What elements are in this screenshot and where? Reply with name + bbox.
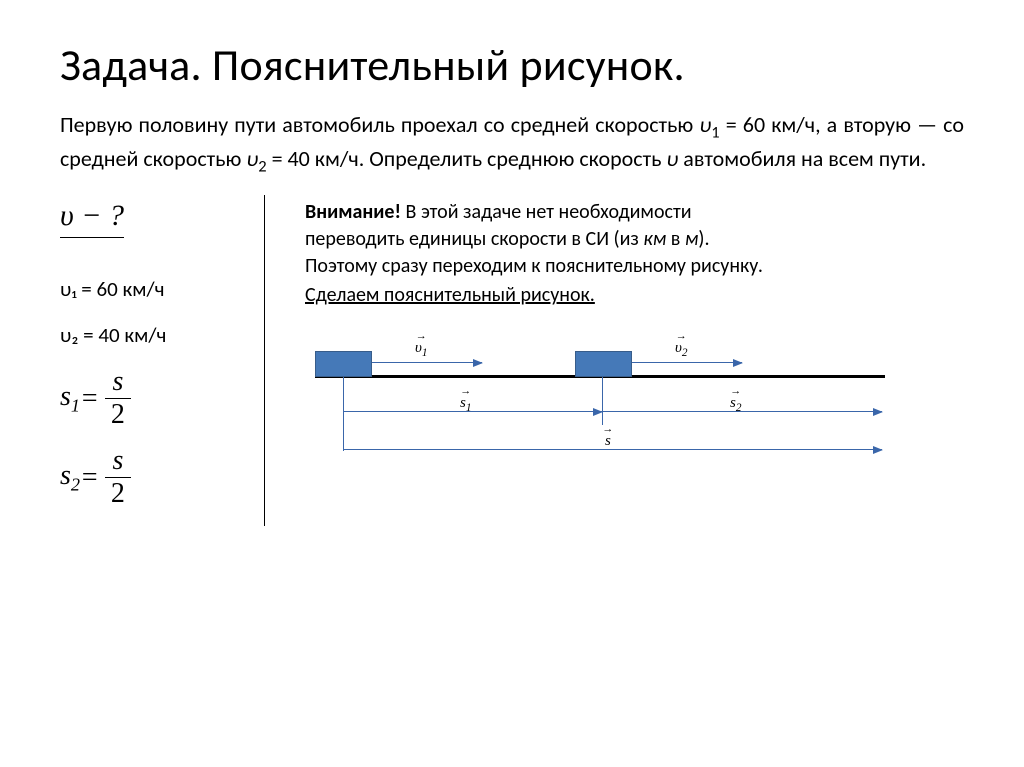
s2-arrow	[602, 411, 882, 412]
body-row: υ − ? υ₁ = 60 км/ч υ₂ = 40 км/ч s1 = s 2…	[60, 195, 964, 526]
s2-fraction: s 2	[105, 447, 131, 508]
tick-start	[343, 377, 344, 451]
slide: Задача. Пояснительный рисунок. Первую по…	[0, 0, 1024, 767]
given-column: υ − ? υ₁ = 60 км/ч υ₂ = 40 км/ч s1 = s 2…	[60, 195, 265, 526]
explanation-column: Внимание! В этой задаче нет необходимост…	[265, 195, 964, 526]
car-1	[315, 351, 372, 377]
v2-label: υ2	[675, 338, 688, 361]
s2-lhs: s2	[60, 460, 80, 496]
v1-label: υ1	[415, 338, 428, 361]
problem-part-4: автомобиля на всем пути.	[678, 145, 926, 172]
problem-part-3: = 40 км/ч. Определить среднюю скорость	[267, 145, 667, 172]
explanatory-diagram: .diagram .arrow-line::after{border-left-…	[305, 321, 895, 491]
problem-part-1: Первую половину пути автомобиль проехал …	[60, 111, 699, 138]
v2-arrow	[632, 362, 742, 363]
v1-sub: 1	[711, 122, 719, 142]
s1-label: s1	[460, 393, 471, 416]
v1-arrow	[372, 362, 482, 363]
s1-lhs: s1	[60, 381, 80, 417]
s1-arrow	[343, 411, 602, 412]
s-arrow	[343, 449, 882, 450]
find-line: υ − ?	[60, 199, 124, 238]
note-line-2: переводить единицы скорости в СИ (из км …	[305, 226, 964, 253]
s2-equation: s2 = s 2	[60, 447, 250, 508]
s2-label: s2	[730, 393, 741, 416]
v1-symbol: υ	[699, 111, 711, 138]
make-drawing-line: Сделаем пояснительный рисунок.	[305, 282, 964, 309]
attention-label: Внимание!	[305, 200, 401, 224]
s-label: s	[605, 431, 611, 451]
eq-sign-2: =	[80, 462, 99, 494]
car-2	[575, 351, 632, 377]
v-symbol: υ	[666, 145, 678, 172]
slide-title: Задача. Пояснительный рисунок.	[60, 38, 964, 92]
given-v2: υ₂ = 40 км/ч	[60, 322, 250, 348]
s1-fraction: s 2	[105, 368, 131, 429]
note-line-1: Внимание! В этой задаче нет необходимост…	[305, 199, 964, 226]
v2-symbol: υ	[246, 145, 258, 172]
problem-text: Первую половину пути автомобиль проехал …	[60, 110, 964, 177]
eq-sign: =	[80, 383, 99, 415]
given-v1: υ₁ = 60 км/ч	[60, 276, 250, 302]
tick-mid	[602, 377, 603, 425]
v2-sub: 2	[258, 156, 266, 176]
note-line-3: Поэтому сразу переходим к пояснительному…	[305, 253, 964, 280]
s1-equation: s1 = s 2	[60, 368, 250, 429]
